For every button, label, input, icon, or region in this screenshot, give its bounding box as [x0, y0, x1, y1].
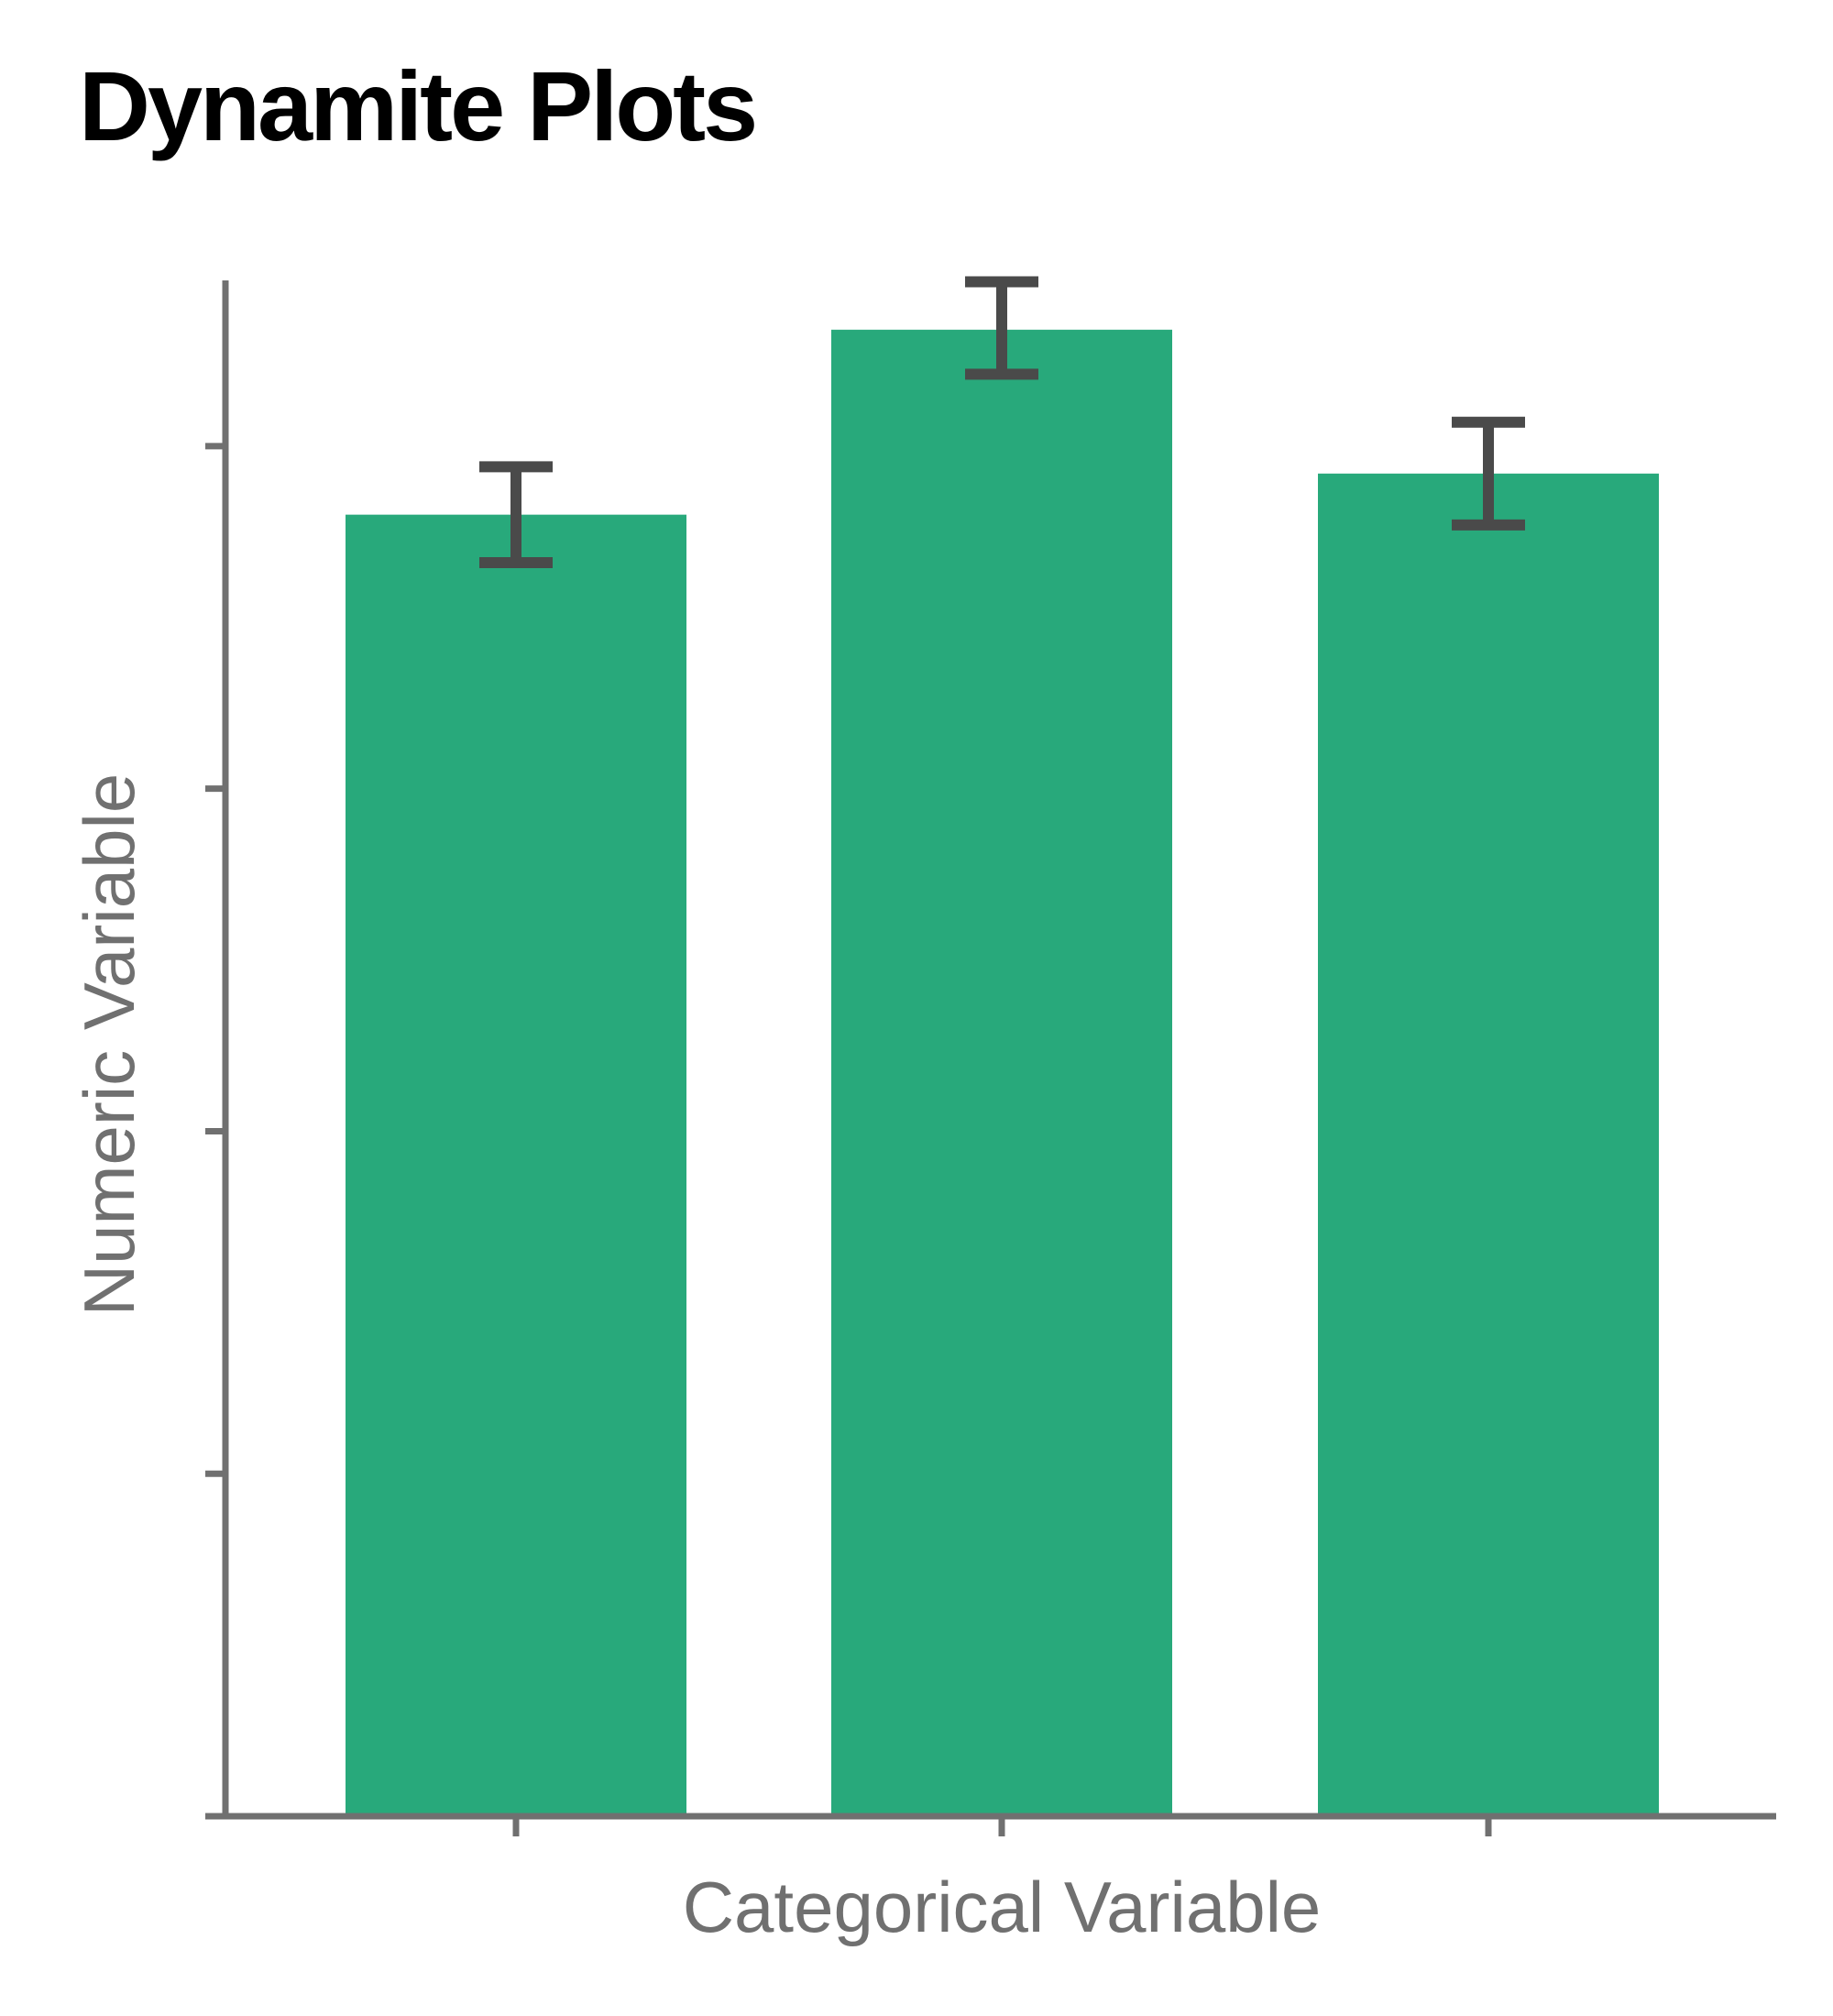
chart-title: Dynamite Plots: [79, 50, 758, 161]
bar-3: [1318, 473, 1659, 1816]
x-ticks-group: [512, 1816, 1492, 1836]
bars-group: [346, 329, 1659, 1816]
error-bars-group: [479, 276, 1525, 568]
bar-1: [346, 514, 686, 1816]
axes-group: [205, 280, 1776, 1836]
y-axis-label: Numeric Variable: [69, 773, 149, 1316]
y-ticks-group: [205, 443, 225, 1820]
x-axis-label: Categorical Variable: [683, 1867, 1322, 1947]
bar-2: [831, 329, 1172, 1816]
